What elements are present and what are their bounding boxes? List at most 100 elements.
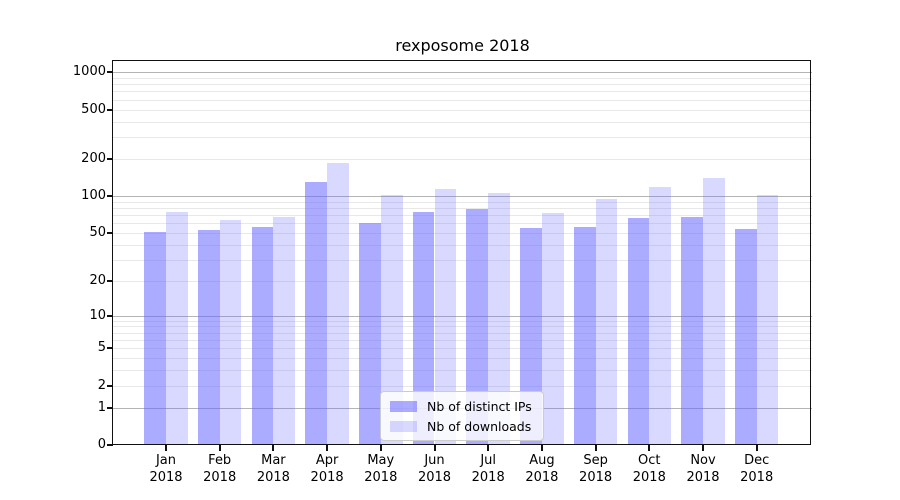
- x-tick-jan: [165, 445, 167, 451]
- x-tick-oct: [648, 445, 651, 451]
- gridline-minor-50: [113, 232, 812, 234]
- y-tick-label-500: 500: [81, 101, 106, 117]
- x-tick-label-mar: Mar 2018: [256, 453, 290, 485]
- gridline-minor-200: [113, 158, 812, 160]
- gridline-minor-800: [113, 84, 812, 86]
- x-tick-label-may: May 2018: [364, 453, 398, 485]
- gridline-minor-4: [113, 358, 812, 360]
- y-tick-label-10: 10: [89, 307, 106, 323]
- plot-area: Nb of distinct IPs Nb of downloads: [113, 61, 812, 445]
- y-tick-2: [107, 384, 113, 387]
- bar-downloads-may: [380, 194, 403, 445]
- gridline-minor-7: [113, 332, 812, 334]
- bar-distinct-ips-apr: [305, 181, 328, 445]
- legend-item-distinct-ips: Nb of distinct IPs: [390, 398, 532, 414]
- legend: Nb of distinct IPs Nb of downloads: [380, 391, 544, 441]
- y-tick-label-100: 100: [81, 187, 106, 203]
- bar-downloads-aug: [541, 212, 564, 445]
- x-tick-label-apr: Apr 2018: [310, 453, 344, 485]
- y-tick-20: [107, 279, 113, 282]
- x-tick-dec: [755, 445, 758, 451]
- gridline-minor-90: [113, 201, 812, 203]
- gridline-minor-400: [113, 121, 812, 123]
- x-tick-aug: [540, 445, 543, 451]
- y-tick-200: [107, 157, 113, 160]
- x-tick-apr: [326, 445, 329, 451]
- gridline-minor-40: [113, 244, 812, 246]
- gridline-minor-300: [113, 137, 812, 138]
- gridline-minor-600: [113, 99, 812, 101]
- x-tick-label-jan: Jan 2018: [149, 453, 183, 485]
- gridline-minor-5: [113, 348, 812, 350]
- bar-distinct-ips-dec: [734, 228, 757, 445]
- legend-swatch-distinct-ips: [390, 400, 417, 412]
- x-tick-may: [379, 445, 382, 451]
- bar-distinct-ips-jul: [466, 209, 489, 445]
- x-tick-mar: [272, 445, 275, 451]
- gridline-minor-3: [113, 370, 812, 372]
- bar-downloads-oct: [649, 187, 672, 445]
- chart-title: rexposome 2018: [395, 36, 530, 55]
- x-tick-nov: [702, 445, 704, 451]
- gridline-minor-700: [113, 91, 812, 93]
- bar-distinct-ips-jan: [144, 231, 166, 445]
- y-tick-label-200: 200: [81, 150, 106, 166]
- y-tick-10: [107, 314, 113, 317]
- bar-distinct-ips-oct: [627, 218, 650, 445]
- bar-downloads-feb: [219, 219, 242, 445]
- bar-distinct-ips-mar: [251, 226, 274, 445]
- bar-downloads-nov: [703, 177, 725, 445]
- x-tick-label-feb: Feb 2018: [203, 453, 237, 485]
- y-tick-1000: [107, 71, 113, 74]
- y-tick-label-2: 2: [97, 377, 106, 393]
- y-tick-label-20: 20: [89, 272, 106, 288]
- y-tick-label-5: 5: [97, 340, 106, 356]
- bar-distinct-ips-jun: [412, 212, 435, 445]
- bar-downloads-jun: [434, 189, 457, 445]
- gridline-minor-80: [113, 207, 812, 209]
- x-tick-label-sep: Sep 2018: [579, 453, 613, 485]
- gridline-minor-2: [113, 385, 812, 387]
- legend-item-downloads: Nb of downloads: [390, 418, 532, 434]
- y-tick-label-1: 1: [97, 399, 106, 415]
- bar-downloads-jan: [166, 212, 188, 445]
- y-tick-label-0: 0: [97, 437, 106, 452]
- y-tick-label-50: 50: [89, 224, 106, 240]
- gridline-major-100: [113, 195, 812, 197]
- y-tick-label-1000: 1000: [72, 64, 106, 80]
- bar-distinct-ips-aug: [520, 227, 542, 445]
- x-tick-label-oct: Oct 2018: [632, 453, 666, 485]
- y-tick-500: [107, 108, 113, 111]
- gridline-minor-500: [113, 109, 812, 111]
- gridline-minor-60: [113, 223, 812, 225]
- bar-distinct-ips-may: [359, 223, 381, 445]
- x-tick-feb: [218, 445, 221, 451]
- gridline-minor-900: [113, 77, 812, 79]
- bar-downloads-jul: [488, 193, 510, 445]
- gridline-major-10: [113, 315, 812, 317]
- x-tick-label-dec: Dec 2018: [740, 453, 774, 485]
- legend-label-downloads: Nb of downloads: [427, 418, 532, 434]
- x-tick-jun: [433, 445, 436, 451]
- y-tick-100: [107, 194, 113, 197]
- gridline-minor-20: [113, 280, 812, 282]
- x-tick-label-nov: Nov 2018: [686, 453, 720, 485]
- x-tick-label-jul: Jul 2018: [471, 453, 505, 485]
- bar-downloads-apr: [327, 162, 349, 445]
- x-tick-label-aug: Aug 2018: [525, 453, 559, 485]
- bar-distinct-ips-feb: [197, 229, 220, 445]
- bar-downloads-dec: [756, 194, 779, 445]
- legend-label-distinct-ips: Nb of distinct IPs: [427, 398, 532, 414]
- gridline-minor-30: [113, 259, 812, 261]
- y-tick-0: [107, 444, 113, 446]
- x-tick-label-jun: Jun 2018: [417, 453, 452, 485]
- gridline-minor-8: [113, 326, 812, 328]
- gridline-major-1000: [113, 72, 812, 74]
- gridline-minor-6: [113, 340, 812, 341]
- x-tick-sep: [594, 445, 597, 451]
- bar-downloads-sep: [595, 199, 618, 445]
- bar-distinct-ips-nov: [681, 216, 703, 445]
- bar-distinct-ips-sep: [573, 226, 596, 445]
- gridline-minor-9: [113, 320, 812, 322]
- x-tick-jul: [487, 445, 490, 451]
